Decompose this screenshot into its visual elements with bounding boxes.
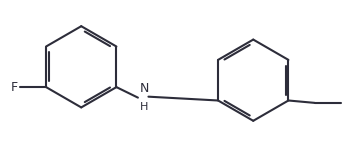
Text: N: N — [140, 82, 149, 95]
Text: H: H — [140, 102, 148, 112]
Text: F: F — [10, 81, 17, 94]
